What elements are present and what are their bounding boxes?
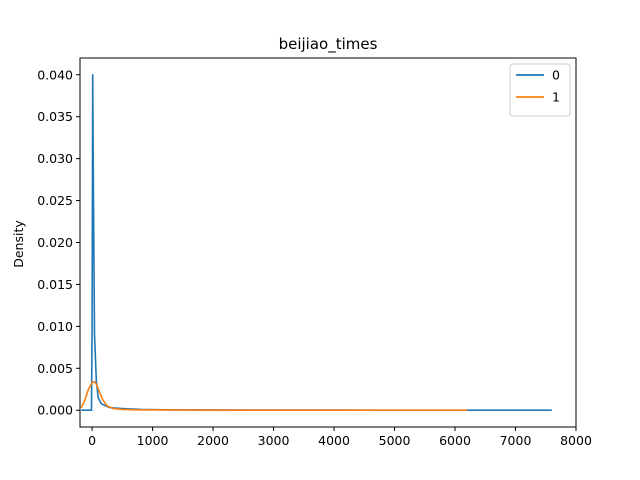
x-tick-label: 2000 [197, 433, 229, 448]
y-tick-label: 0.020 [37, 235, 73, 250]
y-tick-label: 0.015 [37, 277, 73, 292]
x-tick-label: 1000 [137, 433, 169, 448]
x-tick-label: 7000 [500, 433, 532, 448]
x-tick-label: 3000 [258, 433, 290, 448]
y-tick-label: 0.005 [37, 361, 73, 376]
y-axis-label: Density [11, 220, 26, 268]
y-tick-label: 0.025 [37, 193, 73, 208]
chart-title: beijiao_times [279, 35, 378, 54]
y-tick-label: 0.010 [37, 319, 73, 334]
y-axis: 0.000 0.005 0.010 0.015 0.020 0.025 0.030 0.035… [37, 67, 80, 418]
x-tick-label: 5000 [379, 433, 411, 448]
series-line-1 [80, 380, 468, 412]
legend-label-1: 1 [552, 90, 560, 105]
legend: 01 [509, 63, 571, 117]
x-tick-label: 0 [88, 433, 96, 448]
x-tick-label: 6000 [439, 433, 471, 448]
x-tick-label: 8000 [560, 433, 592, 448]
x-tick-label: 4000 [318, 433, 350, 448]
y-tick-label: 0.000 [37, 403, 73, 418]
y-tick-label: 0.040 [37, 67, 73, 82]
legend-label-0: 0 [552, 68, 560, 83]
legend-box [509, 63, 571, 117]
series-layer [80, 73, 552, 412]
y-tick-label: 0.035 [37, 109, 73, 124]
y-tick-label: 0.030 [37, 151, 73, 166]
x-axis: 0 1000 2000 3000 4000 5000 6000 7000 8000 [88, 427, 592, 448]
